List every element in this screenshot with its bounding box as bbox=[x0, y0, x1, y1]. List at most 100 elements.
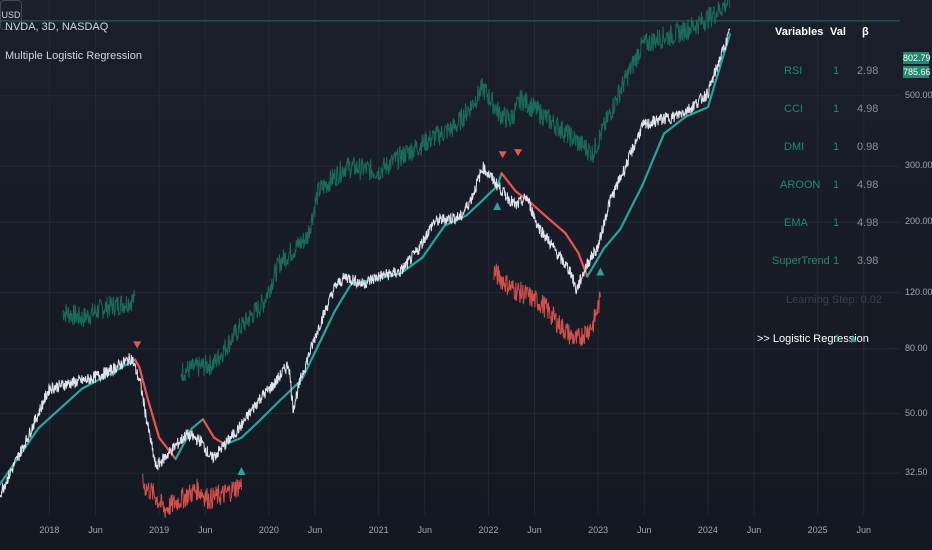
x-tick-label: 2023 bbox=[588, 525, 609, 535]
buy-signal-marker bbox=[596, 267, 605, 276]
lower-band-series bbox=[142, 473, 242, 518]
var-beta: 2.98 bbox=[857, 65, 879, 77]
regression-segment bbox=[619, 184, 644, 231]
x-tick-label: 2021 bbox=[368, 525, 389, 535]
sell-signal-marker bbox=[133, 341, 142, 349]
x-tick-label: 2024 bbox=[697, 525, 718, 535]
regression-segment bbox=[37, 387, 84, 430]
result-arrow-icon: ▲ bbox=[848, 333, 859, 345]
x-tick-label: Jun bbox=[527, 525, 542, 535]
var-val: 1 bbox=[833, 65, 840, 77]
x-tick-label: Jun bbox=[197, 525, 213, 535]
result-val: 1 bbox=[834, 333, 841, 345]
regression-segment bbox=[201, 418, 216, 439]
learning-step: Learning Step: 0.02 bbox=[786, 294, 883, 306]
sell-signal-marker bbox=[498, 151, 507, 159]
y-tick-label: 32.50 bbox=[905, 467, 928, 478]
regression-segment bbox=[190, 418, 205, 430]
regression-segment bbox=[594, 247, 605, 264]
table-row: DMI 1 0.98 bbox=[760, 141, 900, 161]
learning-step-row: Learning Step: 0.02 bbox=[760, 294, 900, 314]
var-val: 1 bbox=[833, 179, 840, 191]
y-tick-label: 300.00 bbox=[905, 160, 932, 171]
regression-segment bbox=[81, 370, 117, 390]
buy-signal-marker bbox=[237, 467, 246, 476]
regression-segment bbox=[531, 203, 550, 220]
table-row: CCI 1 4.98 bbox=[760, 103, 900, 123]
regression-segment bbox=[586, 260, 598, 278]
regression-segment bbox=[662, 115, 688, 135]
regression-segment bbox=[602, 228, 622, 250]
var-beta: 0.98 bbox=[857, 141, 879, 153]
var-beta: 4.98 bbox=[857, 179, 879, 191]
last-price-upper-label: 802.79 bbox=[903, 52, 931, 64]
sell-signal-marker bbox=[514, 149, 523, 157]
var-val: 1 bbox=[833, 141, 840, 153]
var-val: 1 bbox=[833, 217, 840, 229]
price-series bbox=[0, 28, 731, 498]
regression-segment bbox=[500, 172, 517, 193]
var-name: AROON bbox=[780, 179, 821, 191]
lower-band-series bbox=[493, 263, 601, 347]
y-tick-label: 80.00 bbox=[905, 342, 928, 353]
header-variables: Variables bbox=[775, 26, 824, 38]
indicator-title[interactable]: Multiple Logistic Regression bbox=[5, 50, 142, 62]
currency-button[interactable]: USD bbox=[0, 0, 22, 30]
y-tick-label: 500.00 bbox=[905, 89, 932, 100]
y-tick-label: 200.00 bbox=[905, 216, 932, 227]
var-name: SuperTrend bbox=[772, 255, 830, 267]
result-row: >> Logistic Regression 1 ▲ bbox=[757, 333, 900, 353]
regression-segment bbox=[133, 358, 141, 369]
x-tick-label: 2022 bbox=[478, 525, 499, 535]
table-row: EMA 1 4.98 bbox=[760, 217, 900, 237]
buy-signal-marker bbox=[493, 201, 502, 210]
regression-segment bbox=[317, 310, 336, 347]
x-tick-label: Jun bbox=[637, 525, 652, 535]
x-tick-label: 2019 bbox=[149, 525, 170, 535]
x-tick-label: Jun bbox=[88, 525, 103, 535]
y-tick-label: 50.00 bbox=[905, 407, 928, 418]
regression-segment bbox=[333, 282, 353, 313]
var-beta: 4.98 bbox=[857, 103, 879, 115]
result-label: >> Logistic Regression bbox=[757, 333, 869, 345]
x-tick-label: Jun bbox=[746, 525, 762, 535]
var-beta: 4.98 bbox=[857, 217, 879, 229]
y-tick-label: 120.00 bbox=[905, 286, 932, 297]
symbol-title[interactable]: NVDA, 3D, NASDAQ bbox=[5, 21, 109, 33]
regression-segment bbox=[147, 399, 161, 439]
x-tick-label: Jun bbox=[417, 525, 433, 535]
regression-segment bbox=[577, 251, 589, 278]
table-header-row: Variables Val β bbox=[760, 26, 900, 46]
var-val: 1 bbox=[833, 255, 840, 267]
x-tick-label: Jun bbox=[856, 525, 872, 535]
x-tick-label: 2018 bbox=[39, 525, 60, 535]
regression-segment bbox=[640, 132, 666, 188]
last-price-label: 785.66 bbox=[903, 66, 931, 78]
upper-band-series bbox=[180, 0, 731, 382]
header-beta: β bbox=[862, 26, 869, 38]
regression-segment bbox=[399, 256, 424, 275]
regression-segment bbox=[547, 217, 567, 235]
var-name: RSI bbox=[784, 65, 803, 77]
table-row: AROON 1 4.98 bbox=[760, 179, 900, 199]
regression-segment bbox=[564, 231, 580, 255]
regression-segment bbox=[223, 436, 243, 446]
table-row: RSI 1 2.98 bbox=[760, 65, 900, 85]
regression-segment bbox=[300, 344, 320, 381]
var-name: DMI bbox=[784, 141, 805, 153]
regression-segment bbox=[465, 198, 485, 217]
table-row: SuperTrend 1 3.98 bbox=[760, 255, 900, 275]
regression-segment bbox=[240, 421, 260, 439]
var-name: CCI bbox=[784, 103, 803, 115]
var-name: EMA bbox=[784, 217, 808, 229]
regression-segment bbox=[256, 399, 281, 424]
regression-segment bbox=[421, 224, 446, 259]
header-val: Val bbox=[830, 26, 846, 38]
x-tick-label: Jun bbox=[307, 525, 323, 535]
var-beta: 3.98 bbox=[857, 255, 879, 267]
x-tick-label: 2025 bbox=[807, 525, 828, 535]
var-val: 1 bbox=[833, 103, 840, 115]
regression-segment bbox=[481, 184, 499, 202]
regression-segment bbox=[138, 366, 150, 402]
